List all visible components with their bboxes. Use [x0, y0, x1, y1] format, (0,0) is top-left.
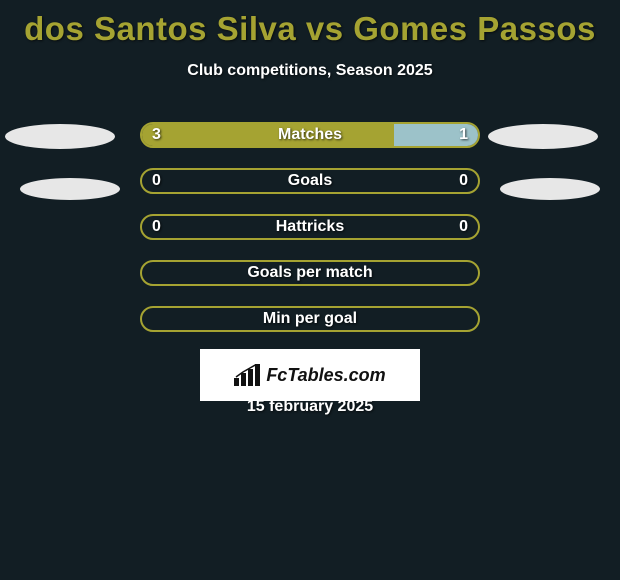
decorative-ellipse: [20, 178, 120, 200]
barchart-icon: [234, 364, 260, 386]
logo-text: FcTables.com: [266, 365, 385, 386]
stat-bar-track: [140, 122, 480, 148]
decorative-ellipse: [500, 178, 600, 200]
stat-bar-left: [142, 124, 394, 146]
page-title: dos Santos Silva vs Gomes Passos: [0, 0, 620, 48]
decorative-ellipse: [488, 124, 598, 149]
logo: FcTables.com: [200, 349, 420, 401]
stat-bar-track: [140, 214, 480, 240]
decorative-ellipse: [5, 124, 115, 149]
stat-bar-track: [140, 260, 480, 286]
subtitle: Club competitions, Season 2025: [0, 62, 620, 80]
stats-container: Matches31Goals00Hattricks00Goals per mat…: [0, 122, 620, 332]
stat-row: Goals per match: [0, 260, 620, 286]
stat-row: Hattricks00: [0, 214, 620, 240]
stat-bar-track: [140, 306, 480, 332]
stat-bar-track: [140, 168, 480, 194]
stat-row: Min per goal: [0, 306, 620, 332]
stat-bar-right: [394, 124, 478, 146]
